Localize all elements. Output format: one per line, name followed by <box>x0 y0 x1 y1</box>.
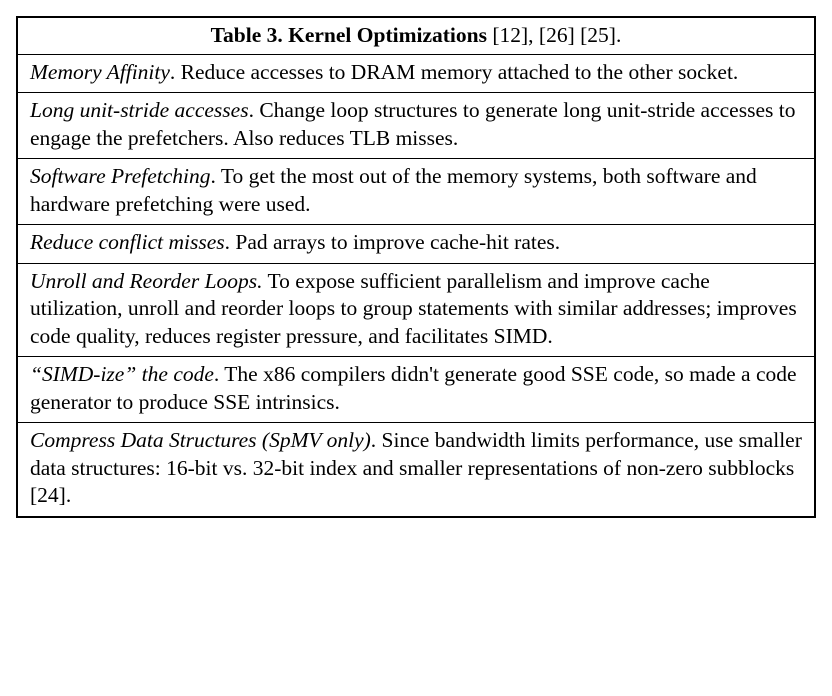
row-term: Software Prefetching <box>30 164 211 188</box>
table-row: Unroll and Reorder Loops. To expose suff… <box>17 263 815 357</box>
row-term: Reduce conflict misses <box>30 230 225 254</box>
table-row: Reduce conflict misses. Pad arrays to im… <box>17 225 815 264</box>
row-term: Compress Data Structures (SpMV only) <box>30 428 371 452</box>
table-row: “SIMD-ize” the code. The x86 compilers d… <box>17 357 815 423</box>
row-term: Long unit-stride accesses <box>30 98 249 122</box>
row-term: Unroll and Reorder Loops. <box>30 269 263 293</box>
table-title: Table 3. Kernel Optimizations <box>211 23 487 47</box>
row-desc: . Reduce accesses to DRAM memory attache… <box>170 60 738 84</box>
row-term: “SIMD-ize” the code <box>30 362 214 386</box>
table-header: Table 3. Kernel Optimizations [12], [26]… <box>17 17 815 54</box>
table-row: Long unit-stride accesses. Change loop s… <box>17 93 815 159</box>
table-row: Software Prefetching. To get the most ou… <box>17 159 815 225</box>
table-row: Compress Data Structures (SpMV only). Si… <box>17 423 815 517</box>
table-citations: [12], [26] [25]. <box>487 23 621 47</box>
table-row: Memory Affinity. Reduce accesses to DRAM… <box>17 54 815 93</box>
row-desc: . Pad arrays to improve cache-hit rates. <box>225 230 561 254</box>
kernel-optimizations-table: Table 3. Kernel Optimizations [12], [26]… <box>16 16 816 518</box>
row-term: Memory Affinity <box>30 60 170 84</box>
